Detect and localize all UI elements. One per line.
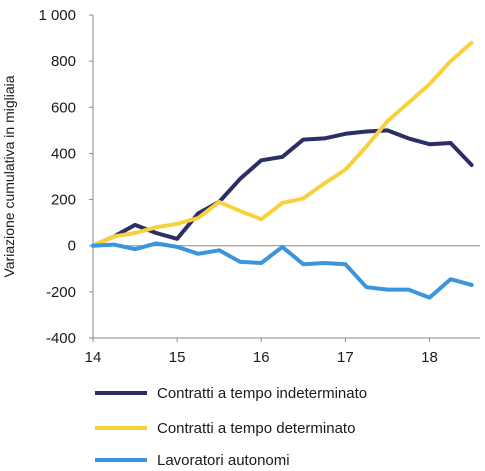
- x-tick-labels: 14 15 16 17 18: [85, 338, 438, 366]
- y-tick-label: 1 000: [38, 7, 76, 24]
- y-tick-label: 0: [68, 238, 76, 255]
- y-tick-label: 800: [51, 53, 76, 70]
- y-axis-title-group: Variazione cumulativa in migliaia: [1, 75, 17, 277]
- x-tick-label: 16: [253, 349, 270, 366]
- series-lines: [91, 40, 474, 300]
- series-line-2: [91, 241, 474, 300]
- legend-item-determinato: Contratti a tempo determinato: [95, 417, 355, 439]
- legend-label: Contratti a tempo indeterminato: [157, 384, 368, 402]
- y-tick-label: -400: [46, 330, 76, 347]
- axes: [92, 15, 480, 339]
- y-tick-label: -200: [46, 284, 76, 301]
- x-tick-label: 15: [169, 349, 186, 366]
- x-tick-label: 17: [337, 349, 354, 366]
- series-line-1: [91, 40, 474, 248]
- chart: Variazione cumulativa in migliaia -400 -2…: [1, 7, 480, 366]
- series-line-0: [91, 128, 474, 248]
- legend-swatch: [95, 426, 147, 430]
- legend-swatch: [95, 391, 147, 395]
- legend-item-indeterminato: Contratti a tempo indeterminato: [95, 382, 367, 404]
- y-tick-label: 600: [51, 99, 76, 116]
- y-tick-labels: -400 -200 0 200 400 600 800 1 000: [38, 7, 93, 347]
- x-tick-label: 18: [421, 349, 438, 366]
- y-tick-label: 400: [51, 145, 76, 162]
- legend-item-autonomi: Lavoratori autonomi: [95, 449, 290, 471]
- legend-label: Contratti a tempo determinato: [157, 419, 356, 437]
- y-axis-title: Variazione cumulativa in migliaia: [1, 75, 17, 277]
- y-tick-label: 200: [51, 192, 76, 209]
- legend-label: Lavoratori autonomi: [157, 451, 290, 469]
- x-tick-label: 14: [85, 349, 102, 366]
- legend-swatch: [95, 458, 147, 462]
